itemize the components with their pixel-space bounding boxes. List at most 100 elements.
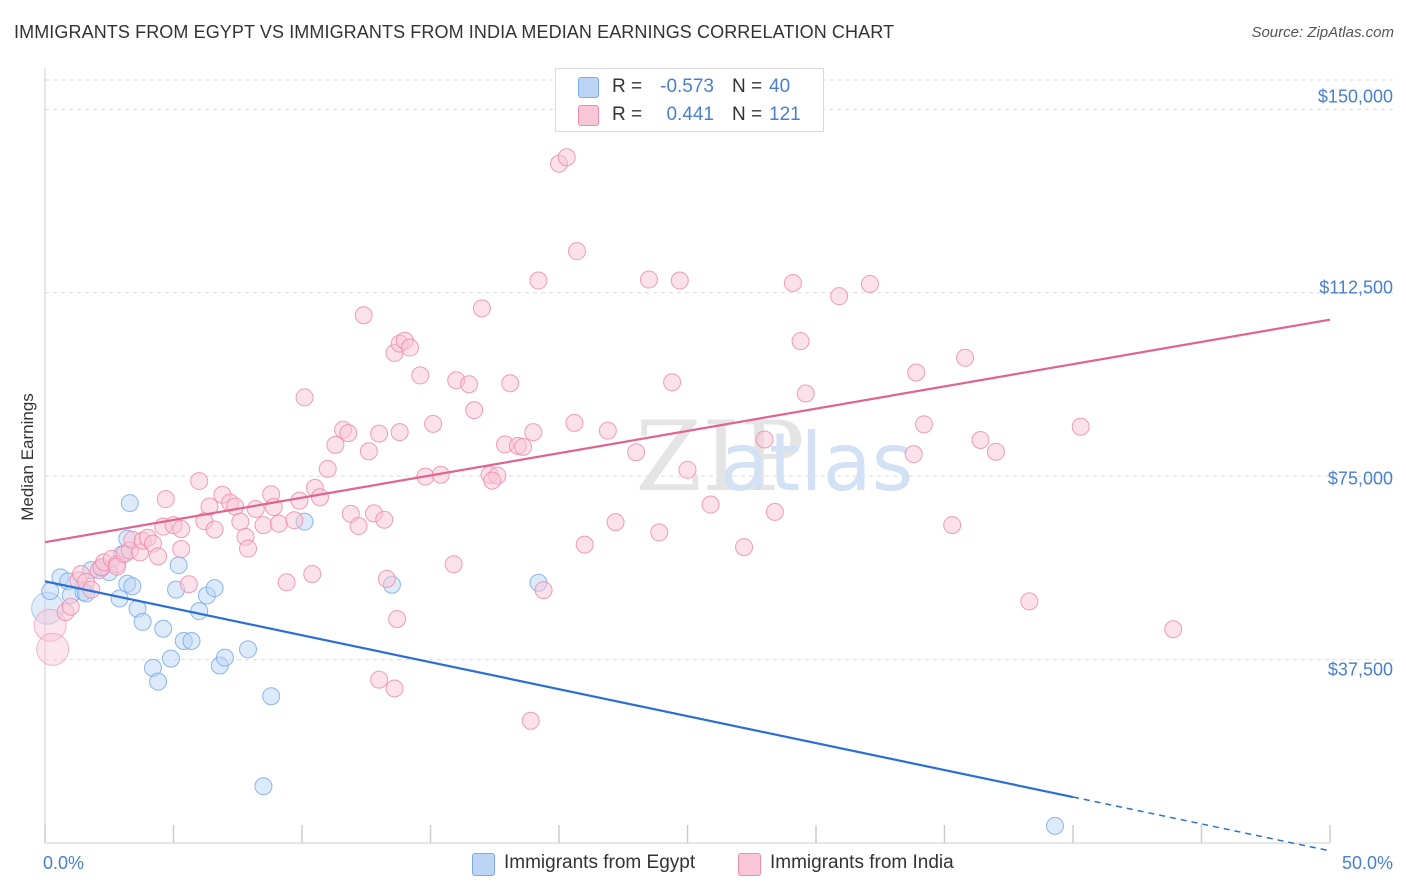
watermark-zip: ZIP: [635, 401, 804, 513]
india-point: [904, 445, 923, 464]
stats-legend: R = -0.573 N = 40 R = 0.441 N = 121: [555, 68, 824, 132]
india-point: [639, 270, 658, 289]
india-point: [943, 516, 962, 535]
india-point: [226, 497, 245, 516]
india-point: [650, 523, 669, 542]
india-point: [783, 273, 802, 292]
india-point: [1071, 417, 1090, 436]
india-swatch: [578, 105, 599, 126]
india-point: [277, 573, 296, 592]
x-tick-label-min: 0.0%: [43, 853, 85, 873]
india-point: [521, 711, 540, 730]
india-point: [575, 535, 594, 554]
r-value: 0.441: [666, 104, 714, 125]
series-legend: Immigrants from Egypt Immigrants from In…: [0, 851, 1406, 879]
egypt-point: [133, 612, 152, 631]
india-point: [956, 348, 975, 367]
india-point: [354, 306, 373, 325]
india-point: [830, 287, 849, 306]
india-legend-swatch: [738, 853, 761, 876]
india-point: [529, 271, 548, 290]
india-point: [285, 511, 304, 530]
india-point: [205, 520, 224, 539]
india-point: [565, 413, 584, 432]
r-value: -0.573: [660, 76, 714, 97]
egypt-point: [215, 648, 234, 667]
india-point: [190, 472, 209, 491]
egypt-swatch: [578, 77, 599, 98]
india-point: [1020, 592, 1039, 611]
watermark-atlas: atlas: [720, 416, 913, 509]
india-point: [375, 510, 394, 529]
egypt-point: [169, 556, 188, 575]
n-label: N =: [732, 76, 763, 97]
egypt-point: [182, 632, 201, 651]
india-point: [534, 581, 553, 600]
india-point: [239, 539, 258, 558]
india-point: [303, 564, 322, 583]
india-point: [411, 366, 430, 385]
india-point: [444, 555, 463, 574]
india-point: [670, 271, 689, 290]
india-point: [460, 375, 479, 394]
r-label: R =: [612, 76, 643, 97]
india-point: [318, 459, 337, 478]
india-point: [149, 547, 168, 566]
india-point: [339, 424, 358, 443]
y-tick-label: $112,500: [1319, 277, 1393, 298]
india-point: [179, 575, 198, 594]
india-point: [310, 488, 329, 507]
stats-legend-row-egypt: R = -0.573 N = 40: [556, 73, 823, 101]
india-point: [472, 299, 491, 318]
y-tick-label: $75,000: [1327, 468, 1393, 489]
legend-label-egypt: Immigrants from Egypt: [504, 852, 696, 873]
india-point: [231, 512, 250, 531]
india-point: [61, 597, 80, 616]
egypt-point: [120, 494, 139, 513]
chart-source: Source: ZipAtlas.com: [1251, 24, 1394, 41]
india-point: [755, 430, 774, 449]
egypt-point: [239, 640, 258, 659]
india-point: [246, 499, 265, 518]
india-point: [483, 471, 502, 490]
india-point-large: [33, 608, 67, 642]
india-point: [424, 414, 443, 433]
india-point: [567, 242, 586, 261]
egypt-point: [190, 602, 209, 621]
india-point: [388, 609, 407, 628]
india-point: [377, 569, 396, 588]
legend-label-india: Immigrants from India: [770, 852, 954, 873]
x-tick-label-max: 50.0%: [1341, 853, 1393, 873]
india-point: [557, 148, 576, 167]
india-point: [359, 442, 378, 461]
india-point: [200, 497, 219, 516]
india-point: [290, 491, 309, 510]
egypt-point: [161, 649, 180, 668]
india-point: [400, 338, 419, 357]
india-point: [269, 514, 288, 533]
india-point: [735, 538, 754, 557]
egypt-point: [254, 777, 273, 796]
india-point: [701, 495, 720, 514]
y-tick-label: $37,500: [1327, 659, 1393, 680]
india-point: [390, 423, 409, 442]
india-point: [514, 437, 533, 456]
india-point: [765, 502, 784, 521]
india-point: [172, 519, 191, 538]
india-point-large: [36, 632, 70, 666]
india-point: [791, 332, 810, 351]
egypt-point: [154, 619, 173, 638]
india-point: [663, 373, 682, 392]
india-point: [501, 374, 520, 393]
india-point: [907, 363, 926, 382]
india-point: [627, 443, 646, 462]
india-point: [465, 401, 484, 420]
india-trendline: [44, 318, 1331, 544]
n-value: 121: [769, 104, 801, 125]
india-point: [370, 424, 389, 443]
stats-legend-row-india: R = 0.441 N = 121: [556, 101, 823, 129]
egypt-point: [149, 672, 168, 691]
india-point: [860, 274, 879, 293]
india-point: [971, 430, 990, 449]
